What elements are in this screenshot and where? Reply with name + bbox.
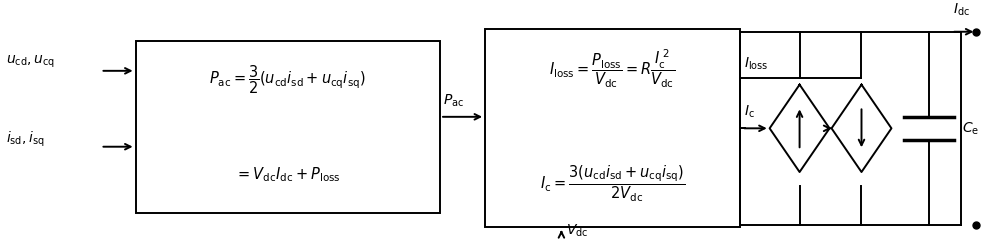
Bar xyxy=(136,41,440,214)
Text: $P_{\rm ac}$: $P_{\rm ac}$ xyxy=(443,92,464,109)
Text: $i_{\rm sd},i_{\rm sq}$: $i_{\rm sd},i_{\rm sq}$ xyxy=(6,130,44,150)
Text: $I_{\rm c}=\dfrac{3(u_{\rm cd}i_{\rm sd}+u_{\rm cq}i_{\rm sq})}{2V_{\rm dc}}$: $I_{\rm c}=\dfrac{3(u_{\rm cd}i_{\rm sd}… xyxy=(540,163,685,203)
Text: $u_{\rm cd},u_{\rm cq}$: $u_{\rm cd},u_{\rm cq}$ xyxy=(6,53,55,70)
Text: $C_{\rm e}$: $C_{\rm e}$ xyxy=(962,120,980,137)
Text: $I_{\rm loss}=\dfrac{P_{\rm loss}}{V_{\rm dc}}=R\dfrac{I_{\rm c}^{\;2}}{V_{\rm d: $I_{\rm loss}=\dfrac{P_{\rm loss}}{V_{\r… xyxy=(549,47,675,90)
Text: $I_{\rm dc}$: $I_{\rm dc}$ xyxy=(953,1,970,18)
Text: $I_{\rm c}$: $I_{\rm c}$ xyxy=(744,104,754,121)
Text: $=V_{\rm dc}I_{\rm dc}+P_{\rm loss}$: $=V_{\rm dc}I_{\rm dc}+P_{\rm loss}$ xyxy=(235,165,341,184)
Text: $V_{\rm dc}$: $V_{\rm dc}$ xyxy=(566,223,589,239)
Text: $I_{\rm loss}$: $I_{\rm loss}$ xyxy=(744,56,768,72)
Text: $P_{\rm ac}=\dfrac{3}{2}(u_{\rm cd}i_{\rm sd}+u_{\rm cq}i_{\rm sq})$: $P_{\rm ac}=\dfrac{3}{2}(u_{\rm cd}i_{\r… xyxy=(209,64,366,96)
Bar xyxy=(485,30,740,227)
